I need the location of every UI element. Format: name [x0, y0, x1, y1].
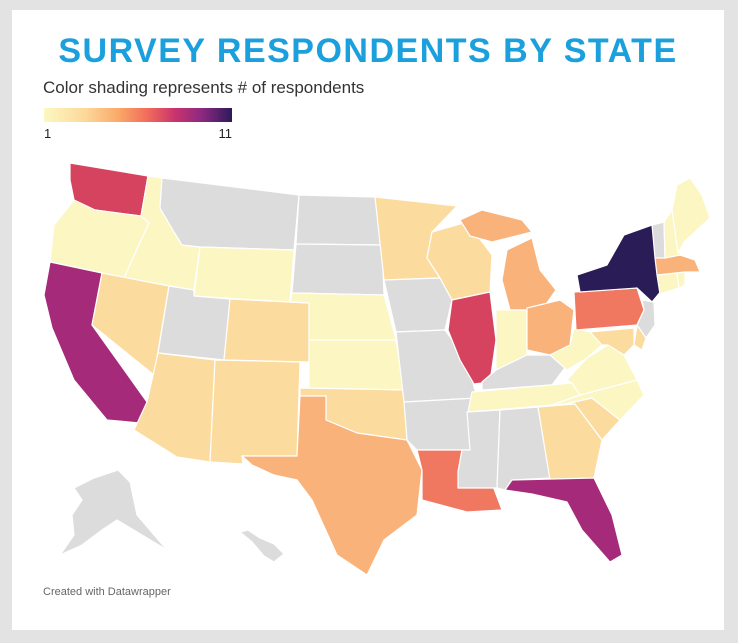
us-choropleth-map [43, 162, 711, 576]
state-pa[interactable] [573, 287, 645, 331]
state-nm[interactable] [209, 359, 301, 465]
state-fl[interactable] [504, 477, 623, 563]
state-ks[interactable] [308, 339, 405, 391]
state-tx[interactable] [241, 395, 423, 576]
state-co[interactable] [223, 298, 310, 363]
state-ri[interactable] [676, 271, 686, 289]
state-mi-upper[interactable] [459, 209, 533, 243]
state-nh[interactable] [663, 209, 681, 259]
state-sd[interactable] [291, 243, 385, 296]
color-legend: 1 11 [44, 108, 232, 141]
map-title: SURVEY RESPONDENTS BY STATE [58, 32, 678, 70]
map-subtitle: Color shading represents # of respondent… [43, 78, 365, 97]
map-card: SURVEY RESPONDENTS BY STATE Color shadin… [12, 10, 724, 630]
state-mi[interactable] [501, 237, 557, 311]
state-vt[interactable] [651, 221, 666, 259]
state-me[interactable] [671, 177, 711, 254]
state-wy[interactable] [193, 246, 295, 303]
legend-min-label: 1 [44, 126, 52, 141]
state-md[interactable] [589, 327, 635, 356]
datawrapper-credit: Created with Datawrapper [43, 586, 171, 598]
state-ct[interactable] [656, 272, 680, 295]
state-va[interactable] [566, 344, 638, 396]
legend-gradient-bar [44, 108, 232, 122]
legend-max-label: 11 [218, 126, 233, 141]
state-ia[interactable] [383, 277, 453, 333]
state-ak[interactable] [59, 469, 168, 556]
state-mt[interactable] [159, 177, 300, 251]
state-de[interactable] [633, 324, 647, 351]
state-hi[interactable] [239, 529, 285, 563]
state-nd[interactable] [295, 194, 383, 246]
state-ar[interactable] [403, 397, 478, 451]
